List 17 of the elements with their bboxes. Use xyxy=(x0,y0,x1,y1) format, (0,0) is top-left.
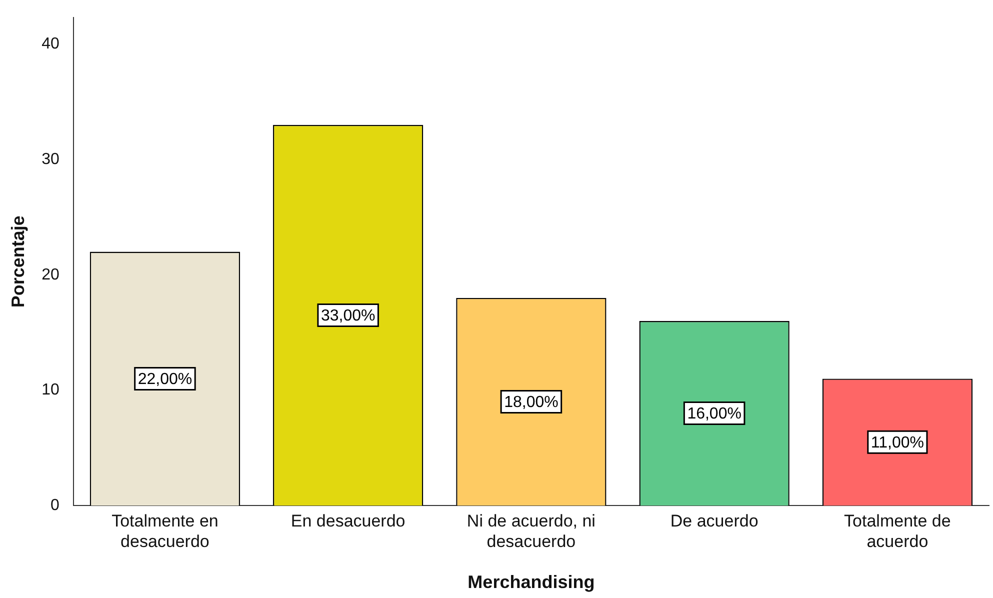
x-tick-label: Ni de acuerdo, ni desacuerdo xyxy=(466,511,596,551)
x-axis-title: Merchandising xyxy=(468,572,595,592)
x-tick-label: Totalmente de acuerdo xyxy=(844,511,951,551)
data-label: 11,00% xyxy=(870,434,924,452)
data-label: 33,00% xyxy=(320,308,376,325)
x-tick-label: En desacuerdo xyxy=(290,511,406,530)
data-label: 16,00% xyxy=(687,406,742,423)
y-tick-label: 10 xyxy=(42,382,60,399)
y-tick-label: 40 xyxy=(42,36,60,53)
data-label: 22,00% xyxy=(138,371,192,388)
y-axis-title: Porcentaje xyxy=(8,216,28,308)
y-tick-label: 0 xyxy=(50,497,60,514)
y-tick-label: 30 xyxy=(42,150,60,168)
x-tick-label: Totalmente en desacuerdo xyxy=(112,511,218,551)
x-tick-label: De acuerdo xyxy=(670,511,758,530)
data-label: 18,00% xyxy=(504,394,558,412)
y-tick-label: 20 xyxy=(42,266,60,284)
